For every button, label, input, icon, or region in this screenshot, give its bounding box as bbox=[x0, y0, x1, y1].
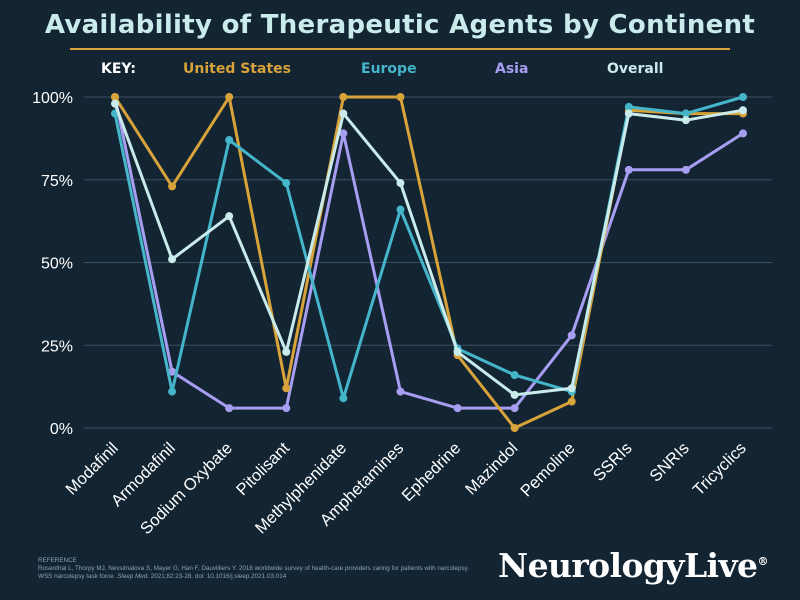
x-tick-label: Pitolisant bbox=[233, 439, 293, 499]
data-point-overall bbox=[111, 99, 119, 108]
data-point-overall bbox=[168, 255, 177, 264]
data-point-overall bbox=[681, 116, 690, 125]
data-point-united-states bbox=[282, 384, 291, 393]
data-point-united-states bbox=[168, 182, 177, 191]
data-point-europe bbox=[624, 102, 633, 111]
registered-mark: ® bbox=[757, 555, 768, 568]
data-point-europe bbox=[510, 371, 519, 380]
data-point-asia bbox=[567, 331, 576, 340]
legend-item-overall: Overall bbox=[607, 61, 664, 77]
data-point-overall bbox=[567, 384, 576, 393]
data-point-asia bbox=[396, 387, 405, 396]
y-tick-label: 0% bbox=[50, 421, 73, 438]
reference-line-2-citation: 2021;82:23-28. doi: 10.1016/j.sleep.2021… bbox=[148, 573, 287, 581]
data-point-europe bbox=[739, 93, 747, 101]
series-line-united-states bbox=[113, 95, 745, 430]
series-line-europe bbox=[113, 95, 745, 400]
data-point-asia bbox=[681, 165, 690, 174]
data-point-asia bbox=[168, 367, 177, 376]
reference-line-2: WSS narcolepsy task force. Sleep Med. 20… bbox=[38, 573, 478, 581]
y-tick-label: 100% bbox=[32, 90, 73, 107]
data-point-europe bbox=[396, 205, 405, 214]
legend-item-asia: Asia bbox=[495, 61, 529, 77]
data-point-asia bbox=[510, 404, 519, 413]
legend-key-label: KEY: bbox=[101, 61, 136, 77]
data-point-overall bbox=[510, 390, 519, 399]
logo-text: NeurologyLive bbox=[498, 546, 758, 585]
data-point-asia bbox=[453, 404, 462, 413]
data-point-overall bbox=[739, 106, 747, 115]
reference-line-1: Rosenthal L, Thorpy MJ, Nevsimalova S, M… bbox=[38, 565, 470, 573]
data-point-europe bbox=[168, 387, 177, 396]
chart-title: Availability of Therapeutic Agents by Co… bbox=[44, 10, 756, 40]
x-tick-label: Modafinil bbox=[62, 439, 121, 498]
legend-item-europe: Europe bbox=[361, 61, 417, 77]
data-point-overall bbox=[453, 347, 462, 356]
data-point-europe bbox=[225, 136, 234, 145]
data-point-united-states bbox=[111, 93, 119, 101]
data-point-overall bbox=[225, 212, 234, 221]
data-point-united-states bbox=[225, 93, 234, 101]
data-point-asia bbox=[339, 129, 348, 138]
data-point-united-states bbox=[510, 424, 519, 432]
reference-heading: REFERENCE bbox=[38, 557, 77, 564]
x-tick-label: Mazindol bbox=[462, 439, 521, 498]
data-point-overall bbox=[339, 109, 348, 118]
x-tick-label: Ephedrine bbox=[398, 439, 464, 505]
reference-block: REFERENCE Rosenthal L, Thorpy MJ, Nevsim… bbox=[38, 557, 478, 582]
y-tick-label: 25% bbox=[41, 338, 73, 355]
data-point-asia bbox=[739, 129, 747, 138]
data-point-europe bbox=[282, 179, 291, 188]
reference-journal: Sleep Med. bbox=[117, 573, 149, 581]
series-line-asia bbox=[113, 95, 745, 410]
x-tick-label: Pemoline bbox=[517, 439, 578, 500]
data-point-overall bbox=[624, 109, 633, 118]
data-point-europe bbox=[681, 109, 690, 118]
series-line-overall bbox=[113, 102, 745, 397]
reference-line-2-authors: WSS narcolepsy task force. bbox=[38, 573, 118, 581]
data-point-united-states bbox=[396, 93, 405, 101]
data-point-asia bbox=[225, 404, 234, 413]
x-tick-label: Tricyclics bbox=[690, 439, 750, 499]
x-tick-label: SSRIs bbox=[590, 439, 636, 485]
y-tick-label: 50% bbox=[41, 256, 73, 273]
data-point-europe bbox=[339, 394, 348, 403]
data-point-asia bbox=[282, 404, 291, 413]
title-underline bbox=[70, 48, 730, 50]
data-point-overall bbox=[282, 347, 291, 356]
y-tick-label: 75% bbox=[41, 173, 73, 190]
data-point-asia bbox=[624, 165, 633, 174]
data-point-overall bbox=[396, 179, 405, 188]
data-point-united-states bbox=[567, 397, 576, 406]
neurologylive-logo: NeurologyLive® bbox=[498, 546, 768, 585]
legend-item-united-states: United States bbox=[183, 61, 291, 77]
x-tick-label: SNRIs bbox=[646, 439, 692, 485]
data-point-united-states bbox=[339, 93, 348, 101]
